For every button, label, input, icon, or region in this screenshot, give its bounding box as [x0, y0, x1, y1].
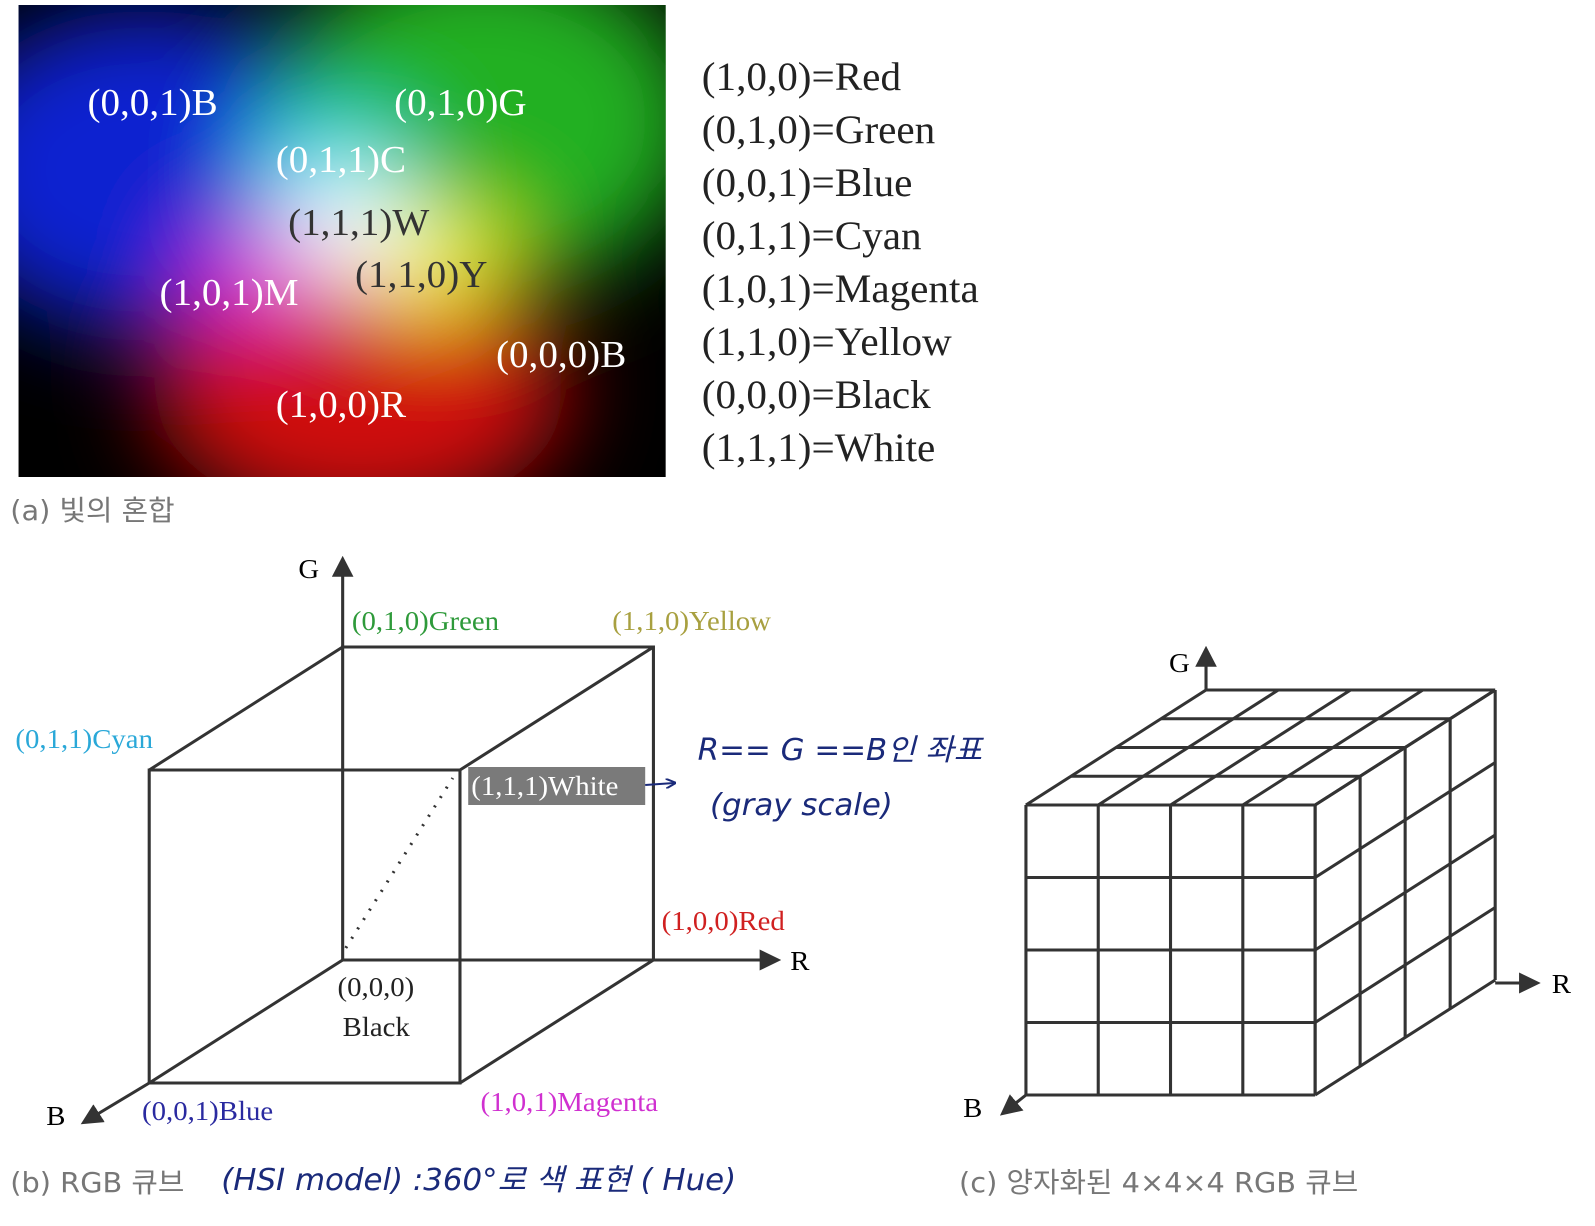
vertex-label: (1,0,1)Magenta — [481, 1087, 659, 1118]
photo-label: (0,1,0)G — [394, 82, 526, 123]
grid-line — [1314, 688, 1497, 807]
legend-entry: (0,1,1)=Cyan — [702, 214, 922, 258]
axis-label: B — [46, 1101, 65, 1132]
vertex-label: (0,1,0)Green — [352, 606, 499, 637]
legend-entry: (0,0,0)=Black — [702, 373, 932, 417]
handwritten-note: (HSI model) :360°로 색 표현 ( Hue) — [221, 1163, 736, 1197]
photo-label: (1,1,1)W — [288, 202, 430, 243]
legend-entry: (1,0,0)=Red — [702, 55, 901, 99]
grid-line — [1241, 688, 1424, 807]
caption: (c) 양자화된 4×4×4 RGB 큐브 — [959, 1166, 1358, 1199]
vertex-label: (0,0,1)Blue — [142, 1096, 273, 1127]
photo-label: (1,0,0)R — [276, 384, 407, 425]
grid-line — [1314, 906, 1497, 1024]
handwritten-annotation: R== G ==B인 좌표 — [698, 733, 985, 767]
axis-label: B — [963, 1093, 982, 1124]
photo-label: (1,0,1)M — [160, 272, 299, 313]
photo-label: (1,1,0)Y — [355, 254, 487, 295]
vertex-label: (1,1,1)White — [471, 771, 618, 802]
vertex-label: (0,0,0) — [338, 972, 415, 1003]
photo-label: (0,1,1)C — [276, 139, 406, 180]
grid-line — [1314, 978, 1497, 1097]
handwritten-annotation: (gray scale) — [710, 788, 893, 822]
rgb-cube — [80, 555, 782, 1125]
legend-entry: (0,0,1)=Blue — [702, 161, 913, 205]
vertex-label: (1,1,0)Yellow — [612, 606, 771, 637]
caption: (a) 빛의 혼합 — [10, 494, 174, 527]
vertex-label: (0,1,1)Cyan — [15, 724, 153, 755]
legend-entry: (1,1,1)=White — [702, 426, 935, 470]
axis-label: R — [1552, 969, 1571, 1000]
legend-entry: (1,1,0)=Yellow — [702, 320, 953, 364]
legend-entry: (1,0,1)=Magenta — [702, 267, 979, 311]
axis-label: G — [298, 554, 319, 585]
axis-label: G — [1169, 648, 1190, 679]
vertex-label: Black — [343, 1012, 411, 1043]
photo-label: (0,0,1)B — [87, 82, 217, 123]
caption: (b) RGB 큐브 — [10, 1166, 184, 1199]
photo-label: (0,0,0)B — [496, 334, 626, 375]
quantized-cube — [999, 645, 1541, 1116]
light-mixing-photo — [18, 5, 666, 477]
axis-label: R — [790, 946, 809, 977]
legend-entry: (0,1,0)=Green — [702, 108, 935, 152]
vertex-label: (1,0,0)Red — [662, 906, 785, 937]
